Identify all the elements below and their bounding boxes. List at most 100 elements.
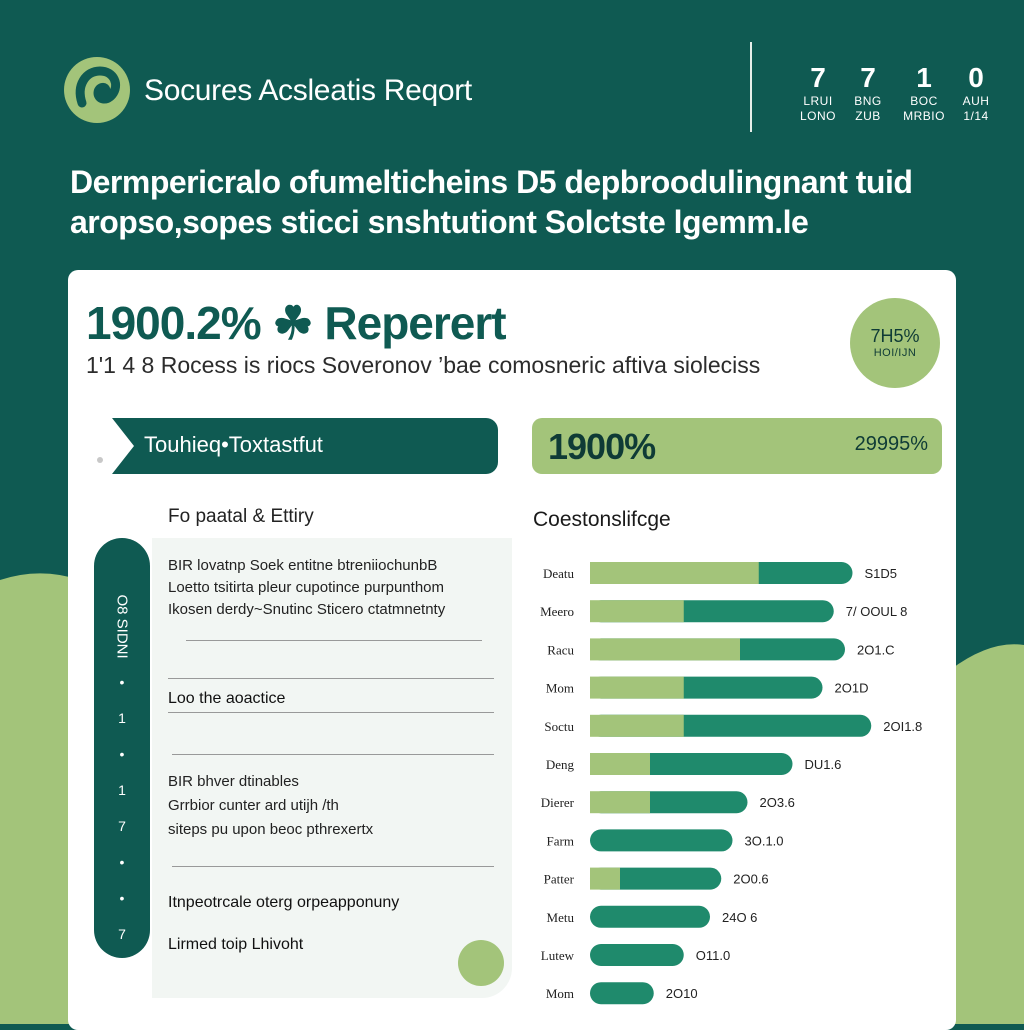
category-label: Mom — [546, 681, 574, 696]
stat-value: 7 — [860, 62, 876, 93]
logo-icon — [64, 57, 130, 123]
headline: Dermpericralo ofumelticheins D5 depbrood… — [70, 162, 990, 242]
paragraph-line: Ikosen derdy~Snutinc Sticero ctatmnetnty — [168, 601, 446, 618]
value-label: O11.0 — [696, 948, 730, 963]
badge-value: 7H5% — [870, 326, 920, 346]
bar-segment-series-2 — [590, 829, 733, 852]
bar-group — [590, 829, 733, 852]
timeline-marker: • — [119, 674, 125, 690]
bar-group — [590, 982, 654, 1005]
paragraph-line: BIR lovatnp Soek entitne btreniiochunbB — [168, 557, 438, 574]
timeline-marker: 7 — [118, 818, 126, 834]
bar-segment-series-1 — [590, 867, 620, 890]
bar-segment-series-1 — [590, 753, 650, 775]
app-title: Socures Acsleatis Reqort — [144, 74, 472, 107]
timeline-marker: 1 — [118, 782, 126, 798]
stat-label: BNG — [854, 94, 882, 108]
chart-title: Coestonslifcge — [533, 508, 671, 531]
decorative-circle — [458, 940, 504, 986]
timeline-marker: • — [119, 890, 125, 906]
stat-sublabel: MRBIO — [903, 109, 945, 123]
item-heading: Itnpeotrcale oterg orpeapponuny — [168, 894, 400, 911]
headline-line-2: aropso,sopes sticci snshtutiont Solctste… — [70, 204, 809, 240]
bar-group — [590, 638, 845, 661]
value-label: 2O3.6 — [760, 795, 795, 810]
stat-value: 7 — [810, 62, 826, 93]
section-tag-right: 1900% 29995% — [532, 418, 942, 474]
divider-line — [186, 640, 482, 641]
category-label: Mom — [546, 986, 574, 1001]
bar-group — [590, 714, 872, 737]
bar-group — [590, 791, 748, 814]
divider-line — [168, 678, 494, 679]
timeline-marker: 7 — [118, 926, 126, 942]
category-label: Meero — [540, 604, 574, 619]
stat-1: 7 LRUI LONO — [786, 62, 850, 124]
paragraph-line: Grrbior cunter ard utijh /th — [168, 797, 339, 814]
value-label: 2O10 — [666, 986, 698, 1001]
category-label: Metu — [547, 910, 575, 925]
value-label: 2OI1.8 — [883, 719, 922, 734]
item-heading: Lirmed toip Lhivoht — [168, 936, 304, 953]
bar-segment-series-1 — [590, 714, 684, 737]
category-label: Lutew — [541, 948, 575, 963]
badge-label: HOI/IJN — [873, 347, 917, 359]
left-panel — [152, 538, 512, 998]
stat-value: 1 — [916, 62, 932, 93]
bar-segment-series-2 — [590, 944, 684, 966]
section-tag-left-label: Touhieq•Toxtastfut — [144, 432, 323, 457]
value-label: 7/ OOUL 8 — [846, 604, 908, 619]
bar-segment-series-2 — [590, 867, 722, 890]
timeline-marker: • — [119, 854, 125, 870]
paragraph-line: siteps pu upon beoc pthrexertx — [168, 821, 374, 838]
paragraph-line: Loetto tsitirta pleur cupotince purpunth… — [168, 579, 444, 596]
category-label: Racu — [547, 642, 574, 657]
divider-line — [172, 754, 494, 755]
left-section-title: Fo paatal & Ettiry — [168, 506, 314, 527]
section-tag-left: Touhieq•Toxtastfut — [112, 418, 498, 474]
bar-group — [590, 676, 823, 699]
stat-label: BOC — [910, 94, 938, 108]
paragraph-line: BIR bhver dtinables — [168, 773, 299, 790]
stat-value: 0 — [968, 62, 984, 93]
stat-4: 0 AUH 1/14 — [944, 62, 1008, 124]
category-label: Deng — [546, 757, 575, 772]
bar-group — [590, 753, 793, 775]
stat-2: 7 BNG ZUB — [836, 62, 900, 124]
category-label: Patter — [544, 872, 575, 887]
bar-segment-series-1 — [590, 791, 650, 814]
value-label: 2O1D — [835, 681, 869, 696]
bar-group — [590, 600, 834, 623]
tag-right-secondary: 29995% — [854, 433, 928, 455]
value-label: 3O.1.0 — [745, 833, 784, 848]
tag-right-value: 1900% — [548, 426, 656, 467]
bar-segment-series-1 — [590, 562, 759, 584]
stat-label: LRUI — [803, 94, 833, 108]
stat-sublabel: 1/14 — [963, 109, 989, 123]
report-title: 1900.2% ☘ Reperert — [86, 297, 507, 349]
divider-line — [172, 866, 494, 867]
category-label: Farm — [547, 833, 574, 848]
header-divider — [750, 42, 752, 132]
timeline-label: O8 SIDNI — [113, 594, 131, 659]
bar-group — [590, 562, 853, 584]
bar-segment-series-1 — [590, 638, 740, 661]
timeline-marker: 1 — [118, 710, 126, 726]
bar-segment-series-2 — [590, 982, 654, 1005]
bar-group — [590, 905, 710, 928]
bar-group — [590, 867, 722, 890]
headline-line-1: Dermpericralo ofumelticheins D5 depbrood… — [70, 164, 913, 200]
value-label: 2O1.C — [857, 642, 895, 657]
value-label: S1D5 — [865, 566, 898, 581]
value-label: 24O 6 — [722, 910, 757, 925]
bar-segment-series-1 — [590, 676, 684, 699]
stat-label: AUH — [962, 94, 990, 108]
timeline-rail: O8 SIDNI • 1 • 1 7 • • 7 — [94, 538, 150, 958]
bullet-dot — [97, 457, 103, 463]
category-label: Deatu — [543, 566, 575, 581]
category-label: Dierer — [541, 795, 575, 810]
category-label: Soctu — [544, 719, 574, 734]
value-label: DU1.6 — [805, 757, 842, 772]
divider-line — [168, 712, 494, 713]
item-heading: Loo the aoactice — [168, 690, 286, 707]
